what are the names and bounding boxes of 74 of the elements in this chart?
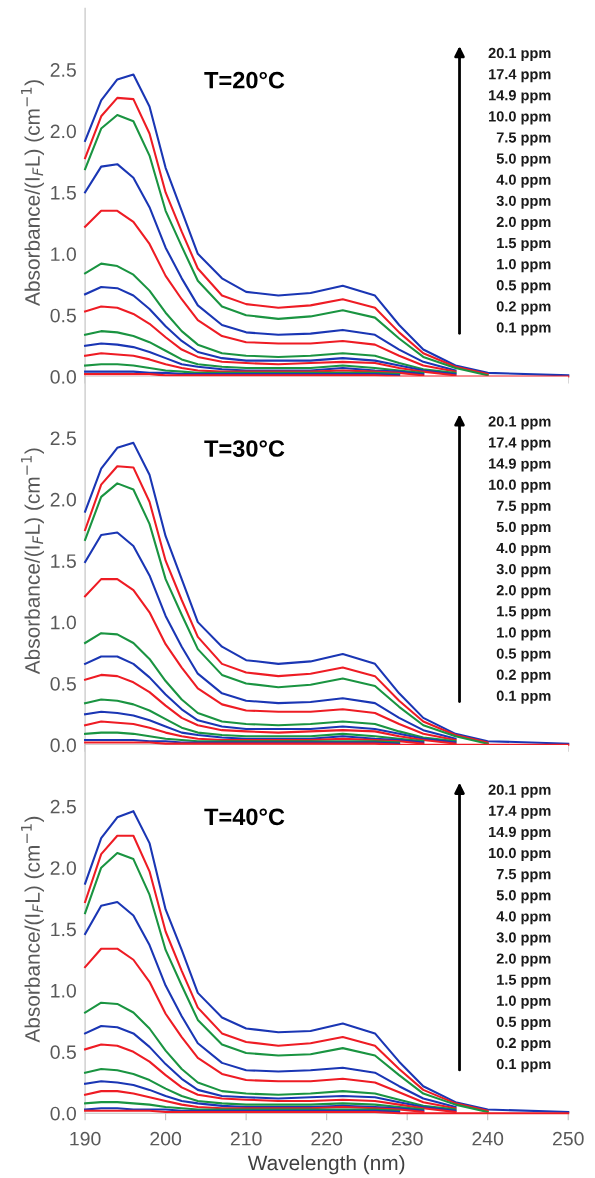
y-tick-label: 1.5	[51, 554, 76, 568]
annotation: 5.0 ppm	[496, 521, 551, 535]
annotation: 10.0 ppm	[489, 111, 551, 125]
annotation: 0.1 ppm	[496, 1058, 551, 1073]
x-tick-label: 250	[552, 1131, 584, 1146]
annotation: 0.5 ppm	[496, 1016, 551, 1030]
annotation: 17.4 ppm	[489, 437, 551, 451]
annotation: 1.5 ppm	[497, 974, 551, 988]
annotation: 1.0 ppm	[497, 995, 551, 1009]
y-tick-label: 0.0	[50, 370, 76, 384]
y-axis-title: Absorbance/(I$_{F}$L) (cm$^{−1}$)	[21, 448, 44, 675]
y-tick-label: 2.5	[50, 431, 76, 446]
annotation: 17.4 ppm	[489, 69, 551, 83]
y-tick-label: 2.5	[50, 63, 76, 77]
x-tick-label: 200	[150, 1131, 182, 1146]
x-tick-label: 190	[70, 1131, 101, 1146]
y-tick-label: 0.0	[50, 738, 76, 753]
annotation: 0.2 ppm	[496, 669, 551, 683]
x-tick-label: 220	[311, 1131, 343, 1146]
annotation: 3.0 ppm	[496, 932, 551, 946]
annotation: 4.0 ppm	[496, 911, 551, 925]
text: T=40°C	[204, 808, 285, 826]
annotation: 0.5 ppm	[496, 648, 551, 662]
annotation: 20.1 ppm	[488, 416, 551, 430]
annotation: 7.5 ppm	[496, 500, 551, 514]
annotation: 1.0 ppm	[497, 258, 551, 273]
annotation: 10.0 ppm	[489, 847, 551, 862]
y-axis-title: Absorbance/(I$_{F}$L) (cm$^{−1}$)	[21, 816, 44, 1043]
annotation: 1.5 ppm	[497, 606, 551, 620]
y-tick-label: 0.5	[50, 1045, 76, 1060]
text: T=30°C	[204, 440, 285, 457]
x-tick-label: 210	[230, 1131, 262, 1146]
annotation: 10.0 ppm	[489, 479, 551, 493]
annotation: 14.9 ppm	[489, 90, 551, 104]
annotation: 4.0 ppm	[496, 174, 551, 188]
annotation: 4.0 ppm	[496, 542, 551, 557]
y-tick-label: 1.5	[51, 922, 76, 937]
y-tick-label: 2.5	[50, 799, 76, 814]
y-tick-label: 1.0	[51, 983, 76, 998]
annotation: 14.9 ppm	[489, 826, 551, 840]
y-axis-title: Absorbance/(I$_{F}$L) (cm$^{−1}$)	[21, 80, 44, 306]
y-tick-label: 1.0	[51, 247, 76, 262]
annotation: 5.0 ppm	[496, 890, 551, 904]
annotation: 5.0 ppm	[496, 153, 551, 167]
annotation: 7.5 ppm	[496, 132, 551, 146]
annotation: 3.0 ppm	[496, 195, 551, 209]
annotation: 0.1 ppm	[496, 690, 551, 704]
annotation: 1.0 ppm	[497, 627, 551, 641]
text: T=20°C	[204, 71, 285, 89]
annotation: 0.2 ppm	[496, 301, 551, 315]
annotation: 3.0 ppm	[496, 563, 551, 578]
y-tick-label: 0.0	[50, 1106, 76, 1121]
annotation: 2.0 ppm	[496, 216, 551, 230]
annotation: 20.1 ppm	[488, 47, 551, 62]
annotation: 20.1 ppm	[488, 784, 551, 798]
annotation: 1.5 ppm	[497, 237, 551, 252]
annotation: 0.2 ppm	[496, 1037, 551, 1052]
annotation: 0.5 ppm	[496, 280, 551, 294]
annotation: 2.0 ppm	[496, 953, 551, 967]
y-tick-label: 2.0	[50, 861, 76, 875]
y-tick-label: 1.5	[51, 186, 76, 200]
annotation: 14.9 ppm	[489, 458, 551, 472]
y-tick-label: 0.5	[50, 676, 76, 691]
x-tick-label: 240	[472, 1131, 504, 1146]
annotation: 2.0 ppm	[496, 585, 551, 599]
y-tick-label: 2.0	[50, 124, 76, 139]
y-tick-label: 2.0	[50, 492, 76, 507]
y-tick-label: 0.5	[50, 308, 76, 323]
y-tick-label: 1.0	[51, 615, 76, 630]
annotation: 0.1 ppm	[496, 322, 551, 336]
annotation: 17.4 ppm	[489, 805, 551, 819]
annotation: 7.5 ppm	[496, 869, 551, 883]
x-tick-label: 230	[391, 1131, 423, 1146]
x-axis-title: Wavelength (nm)	[247, 1154, 405, 1175]
